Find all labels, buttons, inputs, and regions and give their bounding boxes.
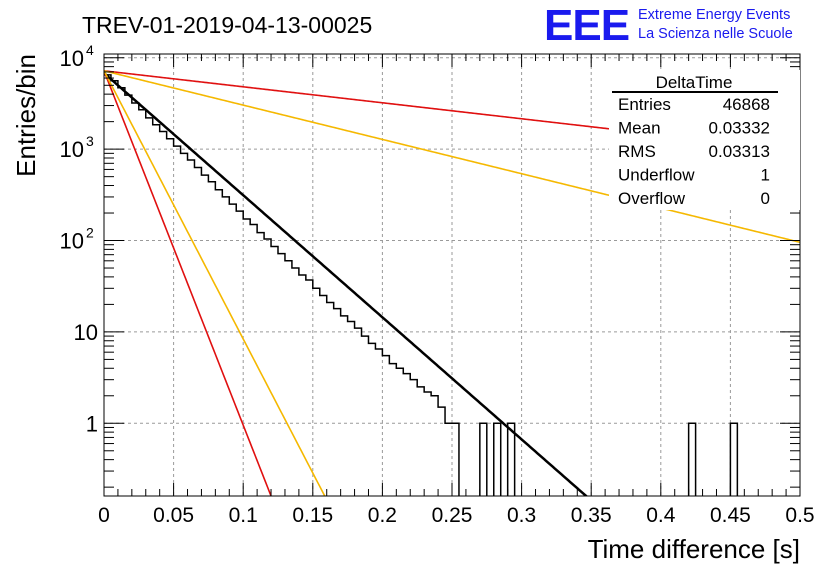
x-tick-label: 0.45 (710, 504, 751, 527)
stats-row-value: 0.03332 (709, 119, 770, 138)
reference-line-4 (104, 70, 800, 244)
stats-box-title: DeltaTime (656, 73, 733, 92)
x-tick-label: 0.4 (646, 504, 676, 527)
x-tick-label: 0.05 (153, 504, 194, 527)
x-tick-label: 0.2 (368, 504, 397, 527)
stats-row-label: Overflow (618, 189, 686, 208)
stats-row-label: RMS (618, 142, 656, 161)
x-tick-label: 0.15 (292, 504, 333, 527)
axes: 0 0.05 0.1 0.15 0.2 0.25 0.3 0.35 0.4 0.45 0.51101… (60, 42, 815, 527)
eee-logo-line2: La Scienza nelle Scuole (638, 26, 793, 42)
y-tick-exponent: 2 (86, 225, 94, 241)
y-tick-label: 1 (86, 411, 98, 436)
x-tick-label: 0.1 (229, 504, 258, 527)
y-tick-label: 10 (60, 229, 84, 254)
x-axis-label: Time difference [s] (588, 534, 800, 564)
x-tick-label: 0.35 (571, 504, 612, 527)
histogram-steps (104, 74, 739, 496)
eee-logo: EEE Extreme Energy Events La Scienza nel… (544, 1, 793, 50)
x-tick-label: 0.25 (432, 504, 473, 527)
reference-line-1 (104, 70, 272, 496)
stats-row-value: 46868 (723, 95, 770, 114)
x-tick-label: 0 (98, 504, 110, 527)
x-tick-label: 0.3 (507, 504, 536, 527)
stats-row-label: Mean (618, 119, 661, 138)
y-tick-label: 10 (74, 320, 98, 345)
stats-row-value: 1 (761, 166, 770, 185)
y-tick-label: 10 (60, 46, 84, 71)
y-tick-exponent: 4 (86, 42, 94, 58)
stats-row-label: Underflow (618, 166, 695, 185)
stats-row-label: Entries (618, 95, 671, 114)
y-tick-exponent: 3 (86, 133, 94, 149)
fit-line-0 (104, 72, 589, 496)
stats-box: DeltaTime Entries 46868 Mean 0.03332 RMS 0.03… (609, 70, 800, 210)
reference-line-2 (104, 70, 326, 496)
stats-row-value: 0 (761, 189, 770, 208)
stats-box-background (609, 70, 800, 210)
stats-row-value: 0.03313 (709, 142, 770, 161)
y-axis-label: Entries/bin (11, 54, 41, 177)
chart-title: TREV-01-2019-04-13-00025 (82, 12, 372, 38)
y-tick-label: 10 (60, 137, 84, 162)
x-tick-label: 0.5 (785, 504, 814, 527)
eee-logo-text: EEE (544, 1, 629, 50)
eee-logo-line1: Extreme Energy Events (638, 7, 790, 23)
